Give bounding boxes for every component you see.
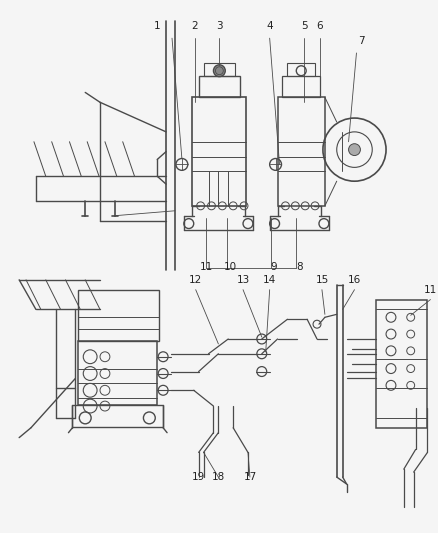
Bar: [78, 289, 159, 341]
Text: 2: 2: [191, 21, 198, 31]
Bar: [192, 98, 246, 206]
Bar: [204, 63, 235, 76]
Text: 13: 13: [237, 274, 250, 285]
Bar: [376, 300, 427, 428]
Text: 1: 1: [154, 21, 161, 31]
Bar: [287, 63, 315, 76]
Text: 9: 9: [270, 262, 277, 272]
Text: 14: 14: [263, 274, 276, 285]
Bar: [278, 98, 325, 206]
Text: 8: 8: [296, 262, 303, 272]
Circle shape: [213, 65, 225, 77]
Text: 7: 7: [358, 36, 365, 46]
Text: 3: 3: [216, 21, 223, 31]
Circle shape: [349, 144, 360, 156]
Text: 19: 19: [192, 472, 205, 482]
Text: 18: 18: [212, 472, 225, 482]
Text: 6: 6: [317, 21, 323, 31]
Bar: [72, 405, 163, 427]
Text: 16: 16: [348, 274, 361, 285]
Bar: [78, 341, 157, 405]
Text: 11: 11: [424, 285, 437, 295]
Text: 12: 12: [189, 274, 202, 285]
Text: 4: 4: [266, 21, 273, 31]
Text: 5: 5: [301, 21, 307, 31]
Bar: [283, 76, 320, 98]
Bar: [199, 76, 240, 98]
Text: 17: 17: [244, 472, 257, 482]
Text: 11: 11: [200, 262, 213, 272]
Text: 15: 15: [315, 274, 328, 285]
Text: 10: 10: [224, 262, 237, 272]
